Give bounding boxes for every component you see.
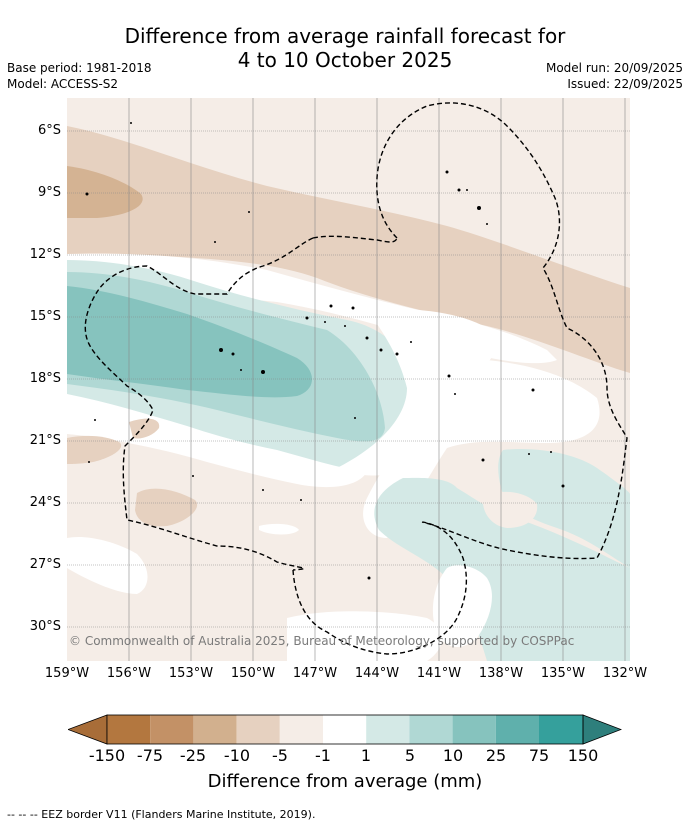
neutral-patch-east <box>363 360 600 538</box>
eez-border-south <box>292 521 468 655</box>
colorbar-label: 10 <box>442 746 464 765</box>
lon-label: 156°W <box>106 666 152 681</box>
title-line-2: 4 to 10 October 2025 <box>237 48 453 72</box>
colorbar-segment <box>366 715 410 744</box>
colorbar-segment <box>452 715 496 744</box>
issued-date: Issued: 22/09/2025 <box>567 77 683 91</box>
grid-lines <box>67 98 630 661</box>
eez-border-northeast <box>376 102 628 560</box>
dry-patch-southwest-1 <box>67 435 122 464</box>
colorbar-title: Difference from average (mm) <box>207 771 483 792</box>
colorbar-segment <box>107 715 151 744</box>
colorbar-segment-high-arrow <box>582 714 622 745</box>
neutral-patch-south-small <box>259 523 299 535</box>
lon-label: 147°W <box>292 666 338 681</box>
eez-legend-footer: -- -- -- EEZ border V11 (Flanders Marine… <box>7 808 316 821</box>
colorbar-segment <box>150 715 194 744</box>
colorbar-segment-low-arrow <box>68 714 108 745</box>
lat-label: 12°S <box>29 247 61 262</box>
lat-label: 30°S <box>29 619 61 634</box>
lon-label: 132°W <box>602 666 648 681</box>
neutral-patch-central <box>337 308 496 476</box>
wet-region-southeast <box>374 477 630 661</box>
lon-label: 135°W <box>540 666 586 681</box>
neutral-strip-west <box>67 394 367 488</box>
lat-label: 27°S <box>29 557 61 572</box>
colorbar-label: -75 <box>136 746 164 765</box>
eez-border-north-link <box>312 235 398 243</box>
lon-label: 159°W <box>44 666 90 681</box>
dry-patch-southwest-3 <box>135 488 198 527</box>
neutral-patch-southwest <box>67 536 148 594</box>
colorbar-segment <box>495 715 539 744</box>
colorbar-label: -10 <box>223 746 251 765</box>
colorbar-label: -5 <box>272 746 288 765</box>
dry-band-north <box>67 126 630 373</box>
copyright-notice: © Commonwealth of Australia 2025, Bureau… <box>69 634 575 648</box>
dry-patch-southeast <box>482 491 538 528</box>
lat-label: 6°S <box>37 123 61 138</box>
lat-label: 9°S <box>37 185 61 200</box>
lat-label: 15°S <box>29 309 61 324</box>
base-period: Base period: 1981-2018 <box>7 61 152 75</box>
colorbar-segment <box>193 715 237 744</box>
colorbar <box>68 714 622 745</box>
colorbar-segment <box>539 715 583 744</box>
wet-region-east <box>498 448 630 568</box>
colorbar-label: 25 <box>485 746 507 765</box>
dry-patch-northwest <box>67 166 143 218</box>
meta-left: Base period: 1981-2018 Model: ACCESS-S2 <box>7 60 152 92</box>
islands <box>85 122 565 580</box>
lat-label: 21°S <box>29 433 61 448</box>
title-line-1: Difference from average rainfall forecas… <box>124 24 566 48</box>
lon-label: 138°W <box>478 666 524 681</box>
colorbar-segment <box>279 715 323 744</box>
colorbar-label: 5 <box>404 746 416 765</box>
colorbar-segment <box>236 715 280 744</box>
colorbar-segment <box>409 715 453 744</box>
model-run: Model run: 20/09/2025 <box>545 61 683 75</box>
lon-label: 141°W <box>416 666 462 681</box>
lat-label: 24°S <box>29 495 61 510</box>
lon-label: 150°W <box>230 666 276 681</box>
eez-border-west <box>84 237 314 571</box>
neutral-patch-bottom <box>287 611 442 661</box>
rainfall-map <box>67 98 630 661</box>
colorbar-label: -25 <box>179 746 207 765</box>
colorbar-label: 150 <box>567 746 599 765</box>
lon-label: 153°W <box>168 666 214 681</box>
colorbar-segment <box>323 715 367 744</box>
colorbar-label: 1 <box>360 746 372 765</box>
colorbar-label: 75 <box>528 746 550 765</box>
wet-region-west-core <box>67 286 312 398</box>
colorbar-label: -1 <box>315 746 331 765</box>
lat-label: 18°S <box>29 371 61 386</box>
lon-label: 144°W <box>354 666 400 681</box>
model-name: Model: ACCESS-S2 <box>7 77 119 91</box>
colorbar-label: -150 <box>88 746 126 765</box>
colorbar-outline <box>106 714 584 745</box>
chart-title: Difference from average rainfall forecas… <box>0 24 690 72</box>
meta-right: Model run: 20/09/2025 Issued: 22/09/2025 <box>546 60 683 92</box>
